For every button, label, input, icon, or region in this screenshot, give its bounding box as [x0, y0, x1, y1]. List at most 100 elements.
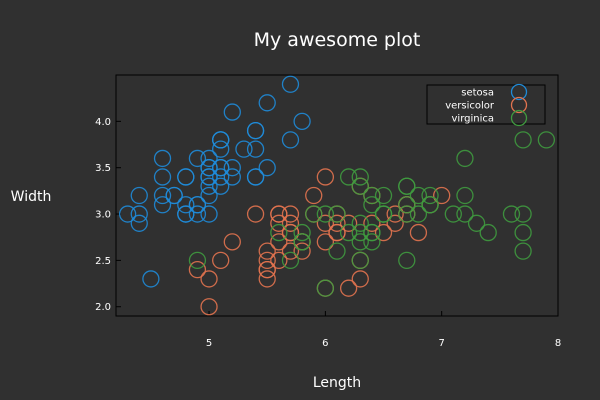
y-tick-label: 2.5 — [95, 256, 111, 267]
data-point — [351, 214, 369, 232]
data-point — [363, 196, 381, 214]
data-point — [223, 103, 241, 121]
data-point — [328, 214, 346, 232]
data-point — [153, 196, 172, 214]
data-point — [293, 112, 311, 130]
data-point — [258, 261, 276, 279]
data-point — [398, 177, 416, 195]
data-point — [223, 168, 241, 186]
y-tick-label: 3.0 — [95, 210, 111, 221]
data-point — [281, 242, 300, 260]
data-point — [456, 205, 474, 223]
legend-label-setosa: setosa — [461, 88, 494, 99]
data-point — [374, 205, 393, 223]
x-tick-label: 6 — [322, 338, 328, 349]
legend-label-virginica: virginica — [452, 114, 495, 125]
data-point — [153, 149, 172, 168]
data-point — [200, 270, 218, 288]
data-point — [223, 233, 241, 251]
data-point — [258, 242, 276, 260]
data-point — [212, 168, 230, 186]
x-tick-label: 8 — [555, 338, 561, 349]
data-point — [386, 205, 404, 223]
data-point — [351, 270, 369, 288]
data-point — [479, 223, 497, 242]
data-point — [351, 233, 369, 251]
data-point — [351, 168, 369, 186]
data-point — [456, 149, 474, 168]
data-point — [293, 233, 311, 251]
data-point — [281, 223, 300, 242]
series-virginica — [188, 131, 556, 297]
data-point — [153, 186, 172, 205]
data-point — [398, 251, 416, 270]
data-point — [305, 205, 323, 223]
y-tick-label: 4.0 — [95, 117, 111, 128]
x-tick-label: 7 — [438, 338, 444, 349]
legend-box — [426, 84, 546, 125]
data-point — [177, 196, 195, 214]
data-point — [281, 131, 300, 149]
data-point — [328, 223, 346, 242]
data-point — [305, 186, 323, 205]
data-point — [293, 242, 311, 260]
data-point — [316, 205, 335, 223]
data-point — [270, 233, 288, 251]
data-point — [514, 242, 532, 260]
data-point — [177, 168, 195, 186]
data-point — [421, 186, 439, 205]
data-point — [258, 270, 276, 288]
data-point — [339, 279, 358, 297]
data-point — [363, 186, 381, 205]
data-point — [316, 279, 335, 297]
data-point — [386, 214, 404, 232]
data-point — [351, 177, 369, 195]
data-point — [188, 205, 207, 223]
data-point — [188, 149, 207, 168]
data-point — [328, 242, 346, 260]
data-point — [409, 223, 428, 242]
data-point — [212, 251, 230, 270]
data-points — [118, 75, 556, 316]
data-point — [270, 205, 288, 223]
data-point — [153, 168, 172, 186]
data-point — [200, 149, 218, 168]
data-point — [363, 223, 381, 242]
data-point — [374, 223, 393, 242]
data-point — [316, 168, 335, 186]
data-point — [212, 177, 230, 195]
data-point — [281, 214, 300, 232]
data-point — [351, 223, 369, 242]
data-point — [281, 205, 300, 223]
data-point — [514, 223, 532, 242]
data-point — [444, 205, 462, 223]
data-point — [165, 186, 183, 205]
legend-marker-virginica — [510, 109, 528, 127]
data-point — [537, 131, 556, 149]
data-point — [130, 205, 148, 223]
data-point — [246, 140, 265, 158]
data-point — [130, 214, 148, 232]
y-tick-label: 2.0 — [95, 302, 111, 313]
data-point — [258, 251, 276, 270]
data-point — [281, 251, 300, 270]
data-point — [258, 94, 276, 112]
data-point — [188, 251, 207, 270]
data-point — [398, 196, 416, 214]
data-point — [212, 131, 230, 149]
data-point — [339, 223, 358, 242]
y-tick-label: 3.5 — [95, 163, 111, 174]
data-point — [409, 205, 428, 223]
data-point — [467, 214, 486, 232]
data-point — [246, 121, 265, 140]
y-axis-label: Width — [11, 189, 52, 205]
data-point — [293, 223, 311, 242]
data-point — [502, 205, 521, 223]
data-point — [246, 168, 265, 186]
data-point — [316, 214, 335, 232]
data-point — [200, 298, 218, 316]
data-point — [316, 233, 335, 251]
y-axis: 2.0 2.5 3.0 3.5 4.0 — [95, 117, 121, 313]
data-point — [188, 261, 207, 279]
